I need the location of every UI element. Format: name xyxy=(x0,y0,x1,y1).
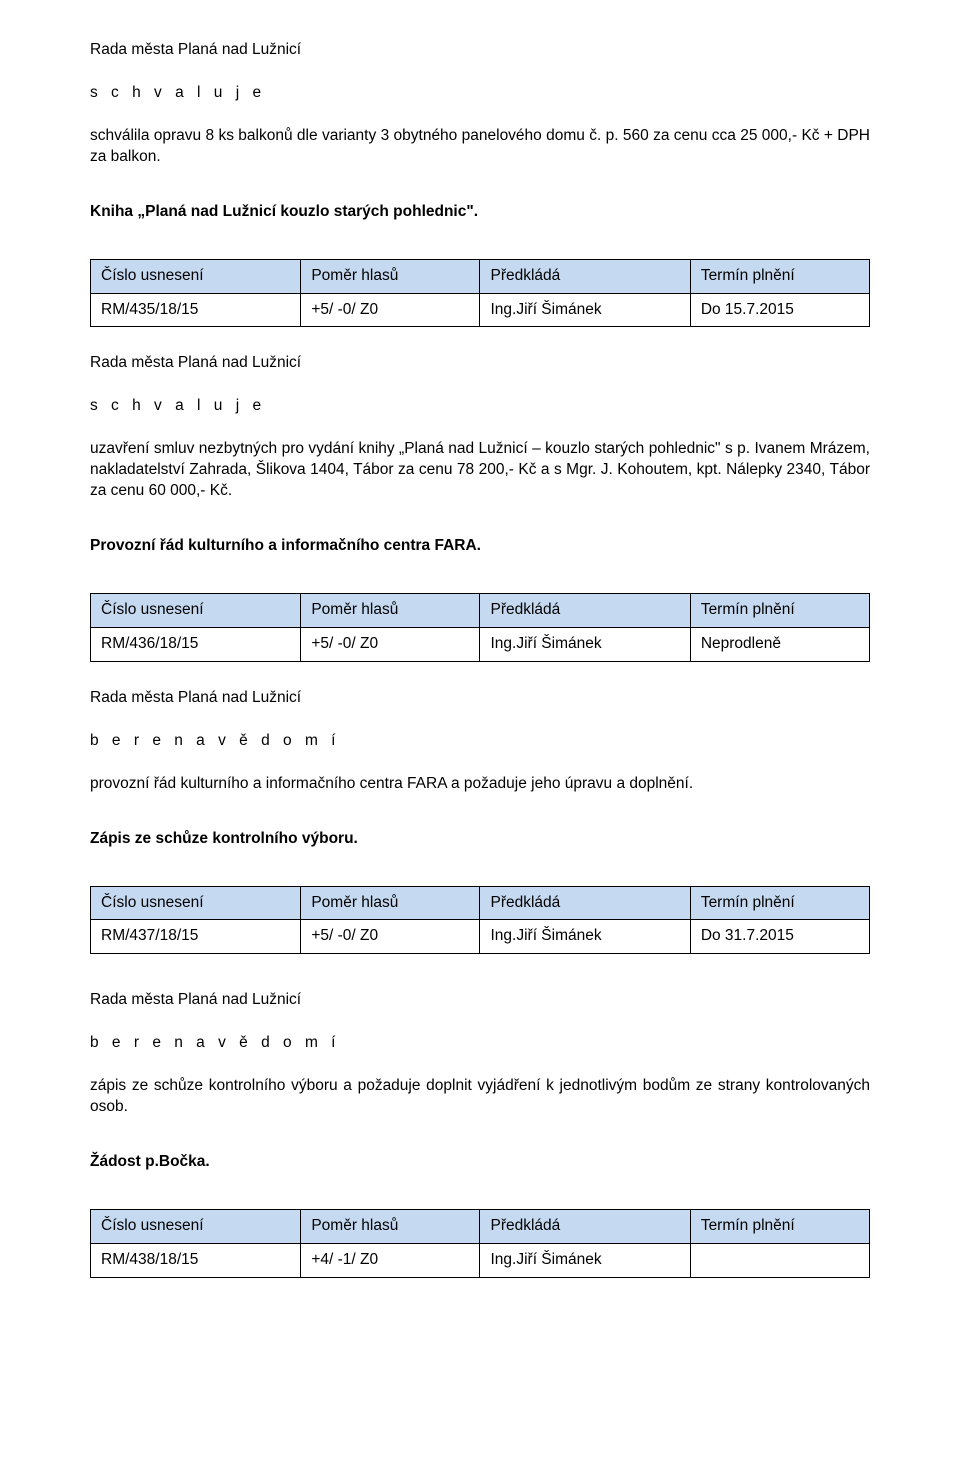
col-header: Předkládá xyxy=(480,259,690,293)
cell-ratio: +5/ -0/ Z0 xyxy=(301,920,480,954)
cell-term xyxy=(690,1243,869,1277)
col-header: Předkládá xyxy=(480,1209,690,1243)
council-line: Rada města Planá nad Lužnicí xyxy=(90,990,870,1011)
col-header: Poměr hlasů xyxy=(301,593,480,627)
cell-ratio: +5/ -0/ Z0 xyxy=(301,293,480,327)
col-header: Poměr hlasů xyxy=(301,259,480,293)
cell-who: Ing.Jiří Šimánek xyxy=(480,293,690,327)
section-title: Provozní řád kulturního a informačního c… xyxy=(90,536,870,557)
col-header: Termín plnění xyxy=(690,1209,869,1243)
cell-who: Ing.Jiří Šimánek xyxy=(480,920,690,954)
cell-number: RM/438/18/15 xyxy=(91,1243,301,1277)
cell-term: Do 15.7.2015 xyxy=(690,293,869,327)
approves-word: s c h v a l u j e xyxy=(90,83,870,104)
resolution-body: uzavření smluv nezbytných pro vydání kni… xyxy=(90,439,870,502)
cell-number: RM/435/18/15 xyxy=(91,293,301,327)
table-row: RM/438/18/15 +4/ -1/ Z0 Ing.Jiří Šimánek xyxy=(91,1243,870,1277)
col-header: Termín plnění xyxy=(690,593,869,627)
section-title: Kniha „Planá nad Lužnicí kouzlo starých … xyxy=(90,202,870,223)
cell-term: Neprodleně xyxy=(690,627,869,661)
notes-word: b e r e n a v ě d o m í xyxy=(90,1033,870,1054)
table-row: RM/437/18/15 +5/ -0/ Z0 Ing.Jiří Šimánek… xyxy=(91,920,870,954)
col-header: Číslo usnesení xyxy=(91,886,301,920)
cell-who: Ing.Jiří Šimánek xyxy=(480,1243,690,1277)
section-title: Zápis ze schůze kontrolního výboru. xyxy=(90,829,870,850)
cell-term: Do 31.7.2015 xyxy=(690,920,869,954)
resolution-body: schválila opravu 8 ks balkonů dle varian… xyxy=(90,126,870,168)
section-title: Žádost p.Bočka. xyxy=(90,1152,870,1173)
resolution-table: Číslo usnesení Poměr hlasů Předkládá Ter… xyxy=(90,1209,870,1278)
col-header: Termín plnění xyxy=(690,259,869,293)
col-header: Číslo usnesení xyxy=(91,1209,301,1243)
table-row: RM/436/18/15 +5/ -0/ Z0 Ing.Jiří Šimánek… xyxy=(91,627,870,661)
resolution-table: Číslo usnesení Poměr hlasů Předkládá Ter… xyxy=(90,593,870,662)
cell-ratio: +4/ -1/ Z0 xyxy=(301,1243,480,1277)
cell-number: RM/436/18/15 xyxy=(91,627,301,661)
resolution-body: zápis ze schůze kontrolního výboru a pož… xyxy=(90,1076,870,1118)
col-header: Číslo usnesení xyxy=(91,259,301,293)
resolution-body: provozní řád kulturního a informačního c… xyxy=(90,774,870,795)
col-header: Předkládá xyxy=(480,593,690,627)
council-line: Rada města Planá nad Lužnicí xyxy=(90,40,870,61)
table-header-row: Číslo usnesení Poměr hlasů Předkládá Ter… xyxy=(91,1209,870,1243)
col-header: Termín plnění xyxy=(690,886,869,920)
cell-ratio: +5/ -0/ Z0 xyxy=(301,627,480,661)
notes-word: b e r e n a v ě d o m í xyxy=(90,731,870,752)
resolution-table: Číslo usnesení Poměr hlasů Předkládá Ter… xyxy=(90,259,870,328)
approves-word: s c h v a l u j e xyxy=(90,396,870,417)
col-header: Číslo usnesení xyxy=(91,593,301,627)
cell-who: Ing.Jiří Šimánek xyxy=(480,627,690,661)
col-header: Poměr hlasů xyxy=(301,1209,480,1243)
resolution-table: Číslo usnesení Poměr hlasů Předkládá Ter… xyxy=(90,886,870,955)
table-header-row: Číslo usnesení Poměr hlasů Předkládá Ter… xyxy=(91,259,870,293)
council-line: Rada města Planá nad Lužnicí xyxy=(90,688,870,709)
council-line: Rada města Planá nad Lužnicí xyxy=(90,353,870,374)
table-row: RM/435/18/15 +5/ -0/ Z0 Ing.Jiří Šimánek… xyxy=(91,293,870,327)
col-header: Poměr hlasů xyxy=(301,886,480,920)
table-header-row: Číslo usnesení Poměr hlasů Předkládá Ter… xyxy=(91,886,870,920)
col-header: Předkládá xyxy=(480,886,690,920)
table-header-row: Číslo usnesení Poměr hlasů Předkládá Ter… xyxy=(91,593,870,627)
cell-number: RM/437/18/15 xyxy=(91,920,301,954)
